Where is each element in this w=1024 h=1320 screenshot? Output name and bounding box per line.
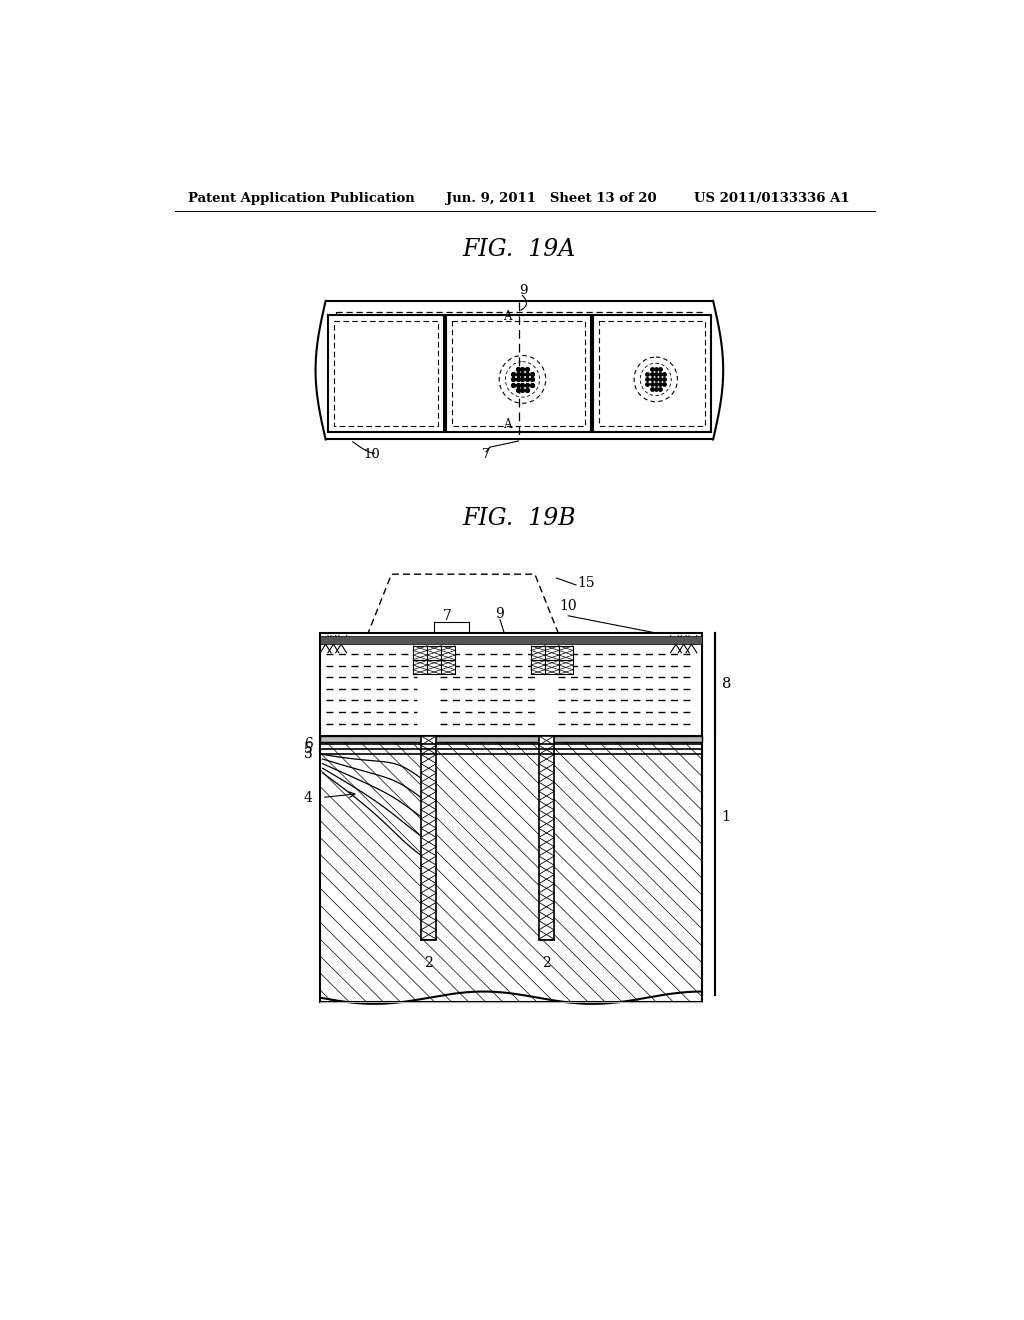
Bar	[531, 645, 545, 660]
Bar	[445, 314, 592, 432]
Bar	[334, 321, 438, 425]
Bar	[441, 645, 455, 660]
Text: 1: 1	[722, 809, 731, 824]
Text: 9: 9	[519, 284, 527, 297]
Bar	[599, 321, 705, 425]
Text: 4: 4	[303, 791, 312, 804]
Bar	[321, 737, 701, 742]
Text: 7: 7	[482, 449, 490, 462]
Bar	[441, 660, 455, 675]
Bar	[337, 312, 702, 429]
Text: A: A	[504, 417, 512, 430]
Bar	[328, 314, 444, 432]
Bar	[321, 636, 701, 644]
Ellipse shape	[500, 355, 546, 404]
Text: 15: 15	[578, 577, 595, 590]
Text: 8: 8	[722, 677, 731, 692]
Text: 6: 6	[304, 737, 312, 751]
Bar	[321, 737, 701, 1002]
Text: 2: 2	[424, 956, 433, 970]
Bar	[421, 737, 436, 940]
Bar	[593, 314, 711, 432]
Bar	[545, 660, 559, 675]
Bar	[531, 660, 545, 675]
Bar	[452, 321, 586, 425]
Ellipse shape	[634, 358, 678, 401]
Text: 3: 3	[304, 747, 312, 762]
Bar	[427, 660, 441, 675]
Bar	[414, 660, 427, 675]
Bar	[545, 645, 559, 660]
Bar	[321, 632, 701, 737]
Text: US 2011/0133336 A1: US 2011/0133336 A1	[693, 191, 849, 205]
Text: A: A	[504, 310, 512, 323]
Bar	[559, 660, 572, 675]
Text: FIG.  19A: FIG. 19A	[463, 238, 575, 261]
Text: 9: 9	[496, 607, 505, 622]
Text: Patent Application Publication: Patent Application Publication	[188, 191, 415, 205]
Text: 2: 2	[542, 956, 551, 970]
Text: FIG.  19B: FIG. 19B	[463, 507, 577, 531]
Bar	[414, 645, 427, 660]
Text: 7: 7	[442, 610, 452, 623]
Text: Jun. 9, 2011   Sheet 13 of 20: Jun. 9, 2011 Sheet 13 of 20	[445, 191, 656, 205]
Bar	[539, 737, 554, 940]
Text: 10: 10	[559, 599, 577, 614]
Text: 5: 5	[304, 742, 312, 756]
Text: 10: 10	[362, 449, 380, 462]
Bar	[427, 645, 441, 660]
Bar	[559, 645, 572, 660]
